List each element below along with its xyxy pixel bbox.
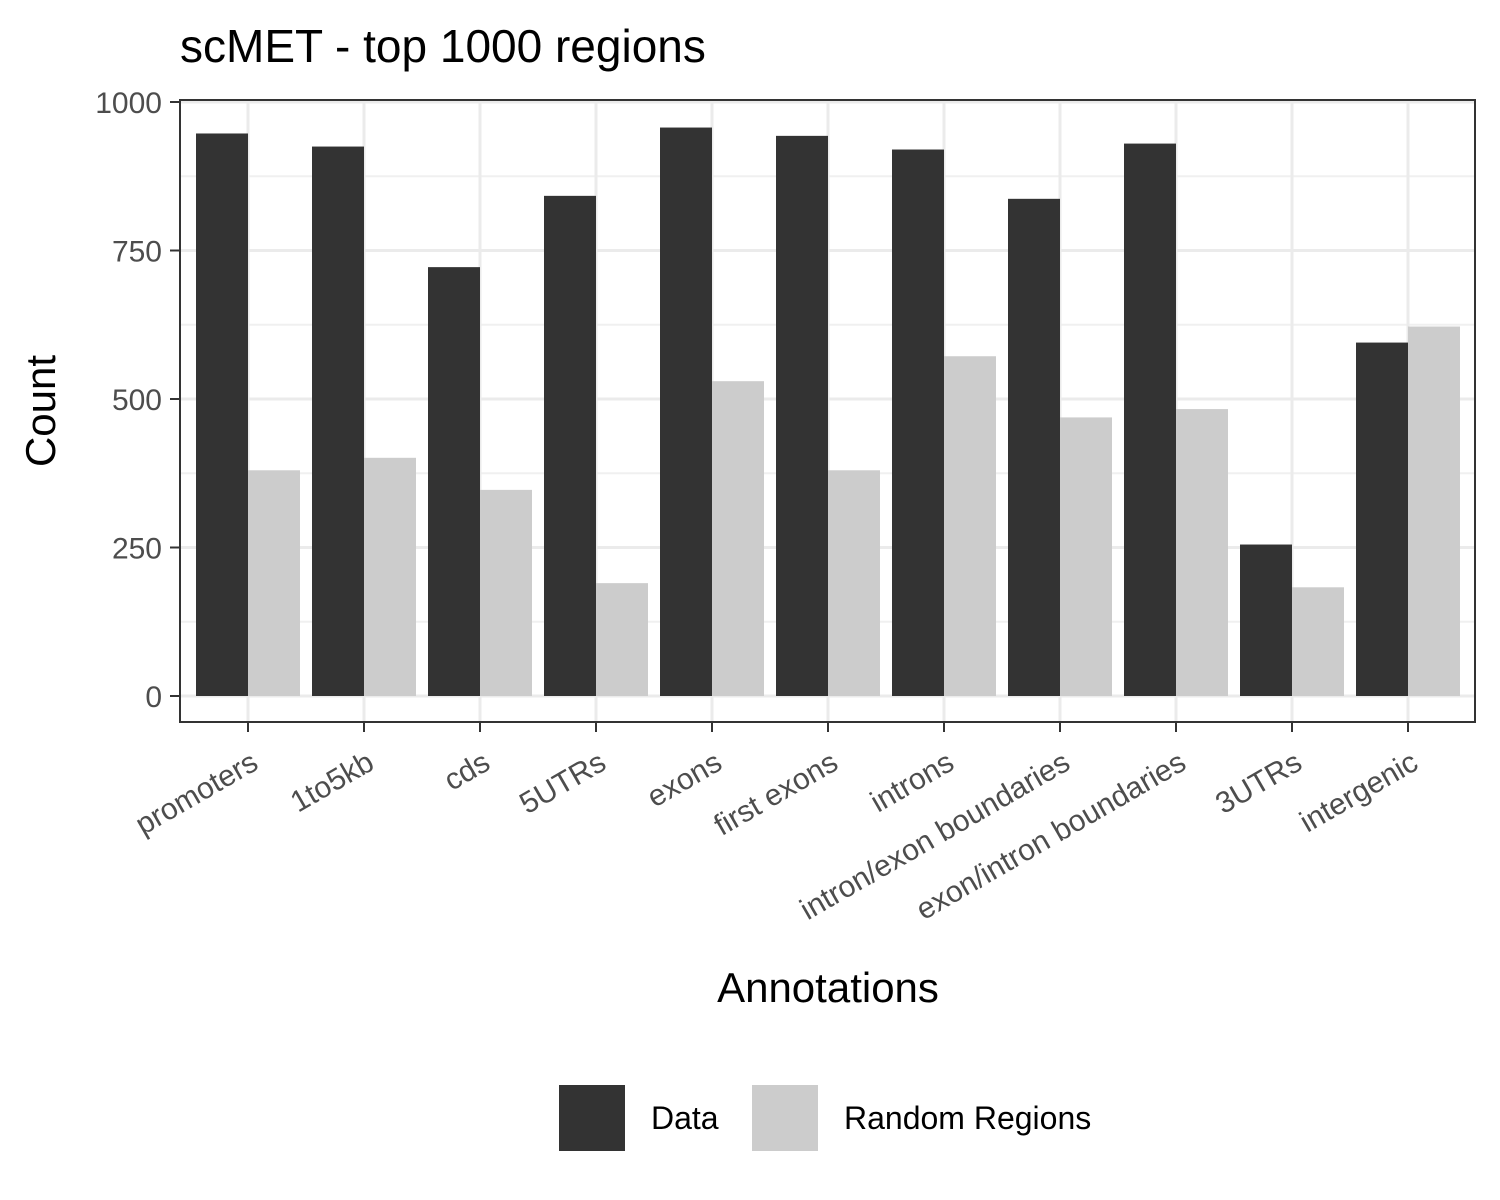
x-axis-title: Annotations xyxy=(717,964,939,1011)
bar-data-6 xyxy=(892,149,944,696)
y-axis: 0 250 500 750 1000 xyxy=(95,87,180,714)
chart-title: scMET - top 1000 regions xyxy=(180,20,706,72)
y-tick-label: 750 xyxy=(112,236,162,269)
bar-random-regions-9 xyxy=(1292,587,1344,696)
bar-random-regions-1 xyxy=(364,457,416,696)
bar-data-0 xyxy=(196,133,248,696)
bar-random-regions-0 xyxy=(248,470,300,696)
y-tick-label: 0 xyxy=(145,681,162,714)
bar-random-regions-5 xyxy=(828,470,880,696)
legend: Data Random Regions xyxy=(559,1085,1091,1151)
bar-data-1 xyxy=(312,146,364,697)
bar-random-regions-3 xyxy=(596,583,648,696)
bar-data-7 xyxy=(1008,198,1060,696)
legend-label-data: Data xyxy=(651,1100,719,1136)
y-tick-label: 1000 xyxy=(95,87,162,120)
bar-random-regions-7 xyxy=(1060,417,1112,696)
y-tick-label: 250 xyxy=(112,533,162,566)
bar-random-regions-8 xyxy=(1176,409,1228,696)
legend-label-random-regions: Random Regions xyxy=(844,1100,1091,1136)
bar-random-regions-10 xyxy=(1408,326,1460,696)
y-tick-label: 500 xyxy=(112,384,162,417)
bar-random-regions-2 xyxy=(480,489,532,696)
bar-data-10 xyxy=(1356,342,1408,696)
bars xyxy=(196,127,1460,697)
bar-random-regions-6 xyxy=(944,356,996,696)
bar-data-4 xyxy=(660,127,712,697)
legend-key-data xyxy=(559,1085,625,1151)
bar-data-8 xyxy=(1124,143,1176,696)
y-axis-title: Count xyxy=(17,355,64,467)
bar-data-5 xyxy=(776,135,828,696)
bar-data-3 xyxy=(544,195,596,697)
bar-data-9 xyxy=(1240,544,1292,696)
bar-random-regions-4 xyxy=(712,381,764,696)
bar-data-2 xyxy=(428,267,480,696)
legend-key-random-regions xyxy=(752,1085,818,1151)
